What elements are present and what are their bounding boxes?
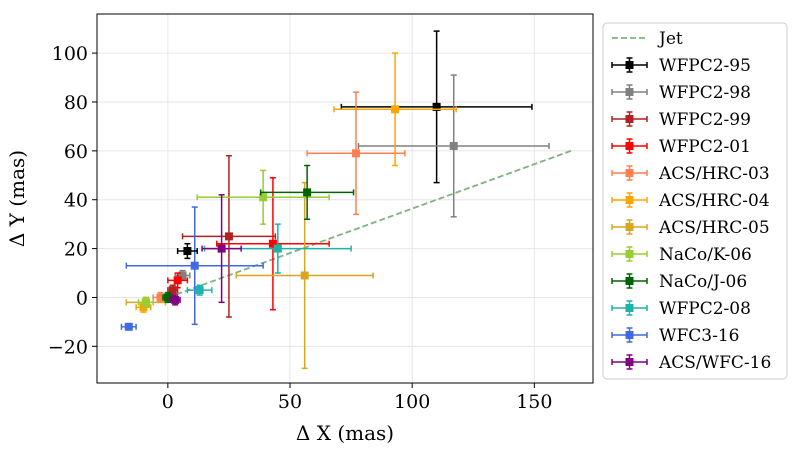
data-point-marker bbox=[273, 244, 282, 253]
legend-entry: ACS/HRC-05 bbox=[611, 218, 770, 238]
legend-entry: ACS/WFC-16 bbox=[611, 353, 771, 373]
legend-swatch-marker bbox=[625, 304, 634, 312]
data-point-marker bbox=[178, 271, 187, 280]
legend-swatch-marker bbox=[625, 358, 634, 366]
data-point-marker bbox=[183, 247, 192, 256]
legend-label: WFC3-16 bbox=[659, 326, 739, 346]
legend-entry: ACS/HRC-03 bbox=[611, 164, 770, 184]
cluster-point bbox=[186, 284, 213, 296]
legend-entry: WFC3-16 bbox=[611, 326, 739, 346]
x-tick-label: 0 bbox=[162, 391, 174, 413]
cluster-point bbox=[137, 296, 154, 308]
legend-entry: NaCo/J-06 bbox=[611, 272, 747, 292]
legend-label: WFPC2-01 bbox=[659, 137, 751, 157]
y-tick-label: −20 bbox=[48, 336, 88, 358]
data-point-marker bbox=[156, 293, 165, 302]
data-point-marker bbox=[168, 286, 177, 295]
legend-entry: WFPC2-99 bbox=[611, 110, 751, 130]
data-point-marker bbox=[190, 261, 199, 270]
y-tick-label: 20 bbox=[64, 239, 88, 261]
data-point-marker bbox=[268, 239, 277, 248]
cluster-point bbox=[169, 294, 181, 306]
cluster-point bbox=[120, 322, 137, 331]
data-point bbox=[259, 164, 355, 221]
x-tick-label: 50 bbox=[278, 391, 302, 413]
legend-entry: WFPC2-01 bbox=[611, 137, 751, 157]
legend-entry: ACS/HRC-04 bbox=[611, 191, 770, 211]
x-ticks: 0 50 100 150 bbox=[162, 383, 552, 413]
legend-entry: WFPC2-08 bbox=[611, 299, 751, 319]
data-point-marker bbox=[391, 105, 400, 114]
legend-swatch-marker bbox=[625, 331, 634, 339]
data-point-marker bbox=[300, 271, 309, 280]
data-point-marker bbox=[163, 293, 172, 302]
data-point-marker bbox=[124, 322, 133, 331]
data-point bbox=[181, 154, 277, 318]
legend-swatch-marker bbox=[625, 115, 634, 123]
legend-label: Jet bbox=[657, 29, 683, 49]
y-tick-label: 60 bbox=[64, 141, 88, 163]
legend-label: NaCo/K-06 bbox=[659, 245, 752, 265]
data-point-marker bbox=[303, 188, 312, 197]
cluster-point bbox=[176, 242, 198, 260]
legend-swatch-marker bbox=[625, 250, 634, 258]
legend-label: ACS/HRC-05 bbox=[658, 218, 770, 238]
legend-label: ACS/WFC-16 bbox=[658, 353, 771, 373]
data-point-marker bbox=[173, 276, 182, 285]
legend-swatch-marker bbox=[625, 61, 634, 69]
y-tick-label: 40 bbox=[64, 190, 88, 212]
data-point bbox=[215, 176, 330, 311]
legend-entry: WFPC2-95 bbox=[611, 56, 751, 76]
data-point bbox=[125, 206, 264, 326]
y-tick-label: 0 bbox=[76, 287, 88, 309]
cluster-layer bbox=[120, 242, 213, 331]
x-tick-label: 100 bbox=[394, 391, 430, 413]
data-point-marker bbox=[432, 102, 441, 111]
data-point bbox=[333, 52, 457, 167]
legend-entry-jet: Jet bbox=[612, 29, 683, 49]
legend-swatch-marker bbox=[625, 196, 634, 204]
data-point bbox=[340, 30, 533, 184]
data-point-marker bbox=[259, 193, 268, 202]
legend-box bbox=[602, 22, 788, 380]
data-point-marker bbox=[224, 232, 233, 241]
legend-label: WFPC2-98 bbox=[659, 83, 751, 103]
plot-frame bbox=[96, 13, 594, 384]
legend-label: WFPC2-95 bbox=[659, 56, 751, 76]
legend-swatch-marker bbox=[625, 142, 634, 150]
data-point-marker bbox=[141, 298, 150, 307]
legend-swatch-marker bbox=[625, 88, 634, 96]
data-point bbox=[196, 169, 330, 225]
legend-swatch-marker bbox=[625, 277, 634, 285]
x-tick-label: 150 bbox=[516, 391, 552, 413]
legend-entry: WFPC2-98 bbox=[611, 83, 751, 103]
data-point bbox=[201, 194, 242, 304]
grid bbox=[97, 14, 593, 383]
data-point bbox=[357, 74, 550, 218]
legend-label: WFPC2-08 bbox=[659, 299, 751, 319]
y-axis-label: Δ Y (mas) bbox=[5, 150, 29, 247]
legend-label: NaCo/J-06 bbox=[659, 272, 747, 292]
legend-label: ACS/HRC-03 bbox=[658, 164, 770, 184]
y-tick-label: 80 bbox=[64, 92, 88, 114]
data-point-marker bbox=[171, 295, 180, 304]
legend: Jet WFPC2-95 WFPC2-98 WFPC2-99 WFPC2-01 ACS/H… bbox=[602, 22, 788, 380]
legend-label: WFPC2-99 bbox=[659, 110, 751, 130]
data-point bbox=[306, 91, 406, 216]
series-layer bbox=[125, 30, 550, 370]
x-axis-label: Δ X (mas) bbox=[296, 421, 394, 445]
y-tick-label: 100 bbox=[52, 43, 88, 65]
y-ticks: −20 0 20 40 60 80 100 bbox=[48, 43, 97, 358]
legend-swatch-marker bbox=[625, 169, 634, 177]
legend-swatch-marker bbox=[625, 223, 634, 231]
data-point bbox=[235, 181, 374, 370]
legend-label: ACS/HRC-04 bbox=[658, 191, 770, 211]
data-point-marker bbox=[351, 149, 360, 158]
data-point-marker bbox=[195, 286, 204, 295]
data-point-marker bbox=[217, 244, 226, 253]
legend-entry: NaCo/K-06 bbox=[611, 245, 752, 265]
data-point-marker bbox=[449, 141, 458, 150]
cluster-point bbox=[167, 272, 189, 289]
